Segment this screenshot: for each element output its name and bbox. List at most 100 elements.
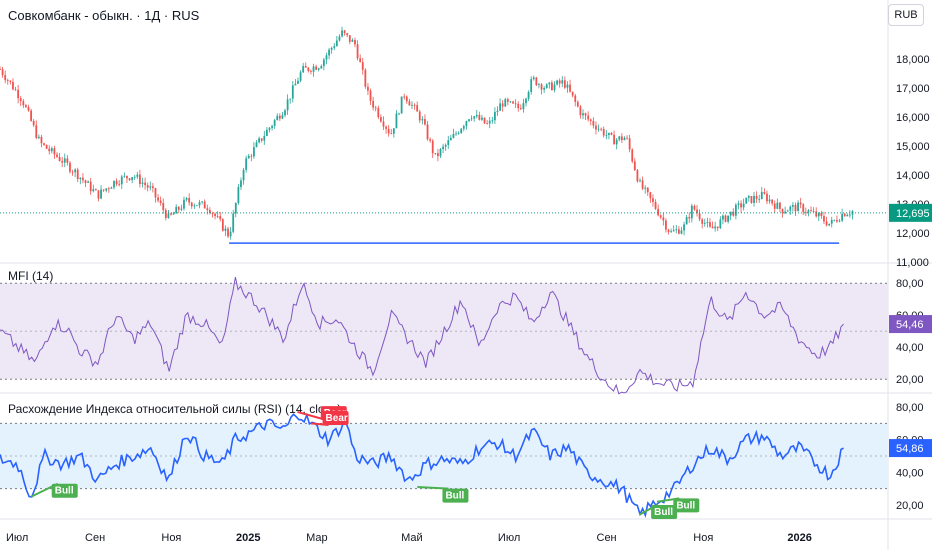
candle-body	[817, 213, 820, 217]
candle	[812, 207, 815, 213]
candle	[452, 128, 455, 139]
candle-body	[338, 36, 341, 41]
candle-body	[825, 221, 828, 226]
candle-body	[214, 213, 216, 217]
rsi-pane-tick-label: 80,00	[896, 402, 924, 414]
candle	[830, 216, 833, 228]
candle	[175, 204, 178, 214]
candle-body	[654, 202, 657, 209]
candle-body	[639, 180, 641, 182]
candle	[14, 86, 17, 91]
candle-body	[271, 125, 273, 128]
candle	[302, 62, 305, 74]
candle	[727, 215, 730, 224]
candle	[657, 204, 660, 217]
candle-body	[247, 155, 250, 159]
candle-body	[139, 174, 141, 185]
candle-body	[734, 204, 737, 216]
rsi-pane-tick-label: 40,00	[896, 467, 924, 479]
currency-button[interactable]: RUB	[888, 4, 924, 26]
candle-body	[672, 230, 675, 232]
candle-body	[330, 47, 333, 50]
price-tick-label: 18,000	[896, 54, 930, 66]
candle-body	[232, 213, 235, 232]
candle	[325, 52, 328, 65]
candle-body	[776, 202, 779, 209]
candle-body	[426, 124, 429, 140]
price-tick-label: 12,000	[896, 228, 930, 240]
candle	[551, 80, 553, 91]
candle	[27, 104, 30, 112]
candle	[66, 155, 69, 166]
candle	[278, 113, 281, 121]
candle	[43, 142, 45, 147]
candle	[592, 117, 595, 129]
candle-body	[32, 120, 35, 126]
candle-body	[781, 208, 784, 214]
candle-body	[1, 69, 4, 76]
candle-body	[608, 132, 610, 135]
candle-body	[652, 198, 654, 203]
candle	[680, 226, 683, 235]
candle	[781, 208, 784, 218]
candle-body	[677, 229, 680, 234]
candle-body	[421, 119, 424, 121]
candle-body	[258, 138, 261, 143]
candle	[654, 199, 657, 211]
candle	[734, 202, 737, 220]
candle	[123, 172, 126, 178]
candle	[426, 120, 429, 141]
rsi-pane-value-badge	[889, 439, 932, 458]
candle-body	[545, 84, 548, 89]
candle	[711, 221, 714, 229]
candle-body	[180, 208, 183, 210]
candle	[553, 81, 556, 93]
candle	[107, 186, 110, 193]
candle	[447, 135, 450, 149]
candle	[190, 201, 193, 209]
candle-body	[27, 107, 30, 111]
candle	[620, 133, 623, 144]
candle-body	[820, 213, 823, 217]
candle	[219, 211, 222, 222]
candle	[807, 208, 810, 217]
candle-body	[201, 201, 204, 203]
candle-body	[784, 211, 787, 214]
candle	[395, 110, 398, 129]
candle-body	[294, 83, 297, 86]
candle-body	[0, 69, 1, 70]
candle	[183, 196, 185, 211]
candle-body	[216, 216, 219, 217]
candle	[626, 135, 628, 140]
candle-body	[374, 107, 377, 109]
candle	[763, 188, 766, 195]
candle-body	[535, 77, 538, 86]
candle	[403, 93, 406, 100]
candle-body	[574, 95, 577, 102]
candle-body	[84, 180, 87, 183]
candle-body	[369, 90, 372, 101]
candle-body	[240, 180, 242, 188]
candle-body	[828, 223, 831, 226]
candle-body	[146, 185, 149, 188]
candle	[9, 80, 12, 85]
candle	[240, 177, 242, 191]
candle-body	[43, 143, 45, 145]
candle	[576, 100, 579, 108]
candle	[56, 152, 58, 159]
price-pane: 18,00017,00016,00015,00014,00013,00012,0…	[0, 8, 932, 269]
candle	[512, 100, 514, 105]
candle-body	[429, 139, 432, 141]
candle	[258, 136, 261, 144]
candle	[149, 181, 152, 191]
candle	[766, 190, 768, 205]
candle-body	[766, 193, 768, 202]
candle-body	[509, 101, 512, 103]
mfi-pane-value-label: 54,46	[896, 319, 924, 331]
candle-body	[771, 199, 774, 204]
candle	[245, 155, 248, 173]
candle	[118, 180, 121, 187]
candle	[424, 114, 426, 126]
